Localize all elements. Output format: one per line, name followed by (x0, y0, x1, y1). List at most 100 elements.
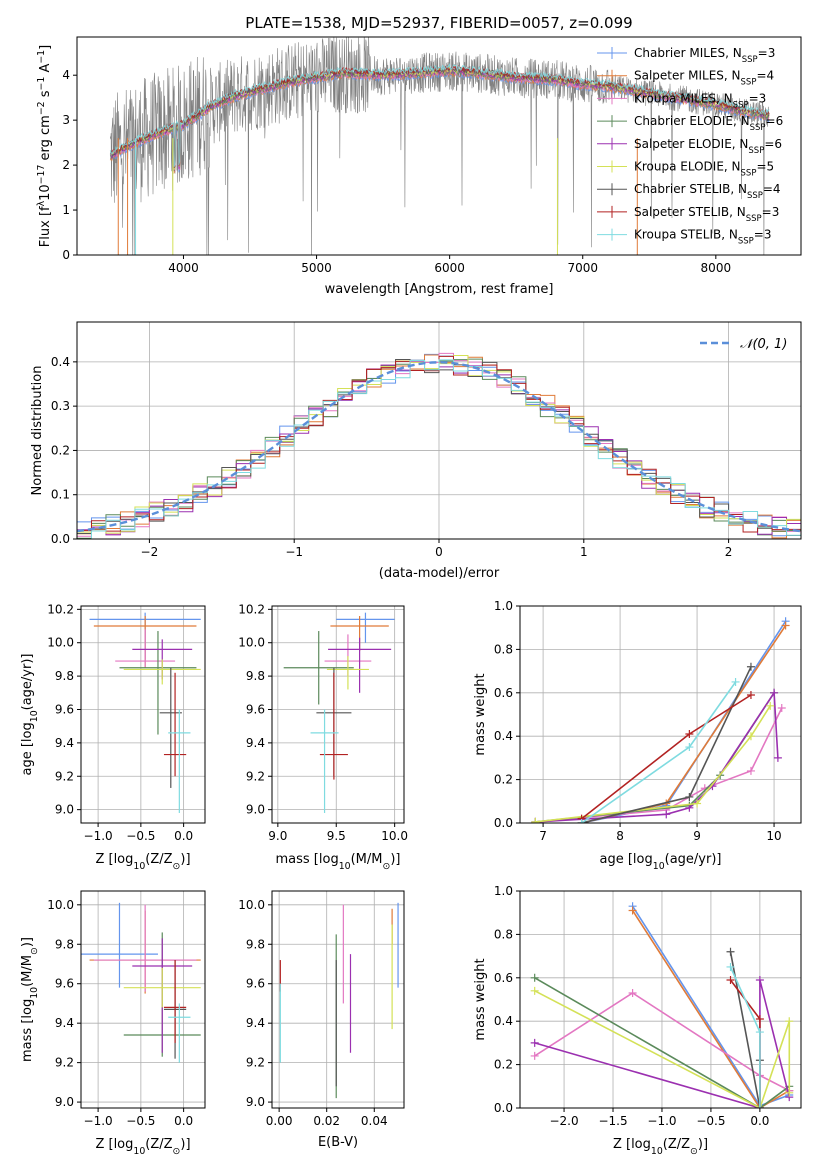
x-tick-label: −2 (141, 545, 159, 559)
x-tick-label: 8 (616, 829, 624, 843)
y-tick-label: 9.0 (55, 1095, 74, 1109)
weight-marker (530, 1038, 539, 1047)
plot-content (531, 617, 790, 823)
x-tick-label: −1.5 (598, 1114, 627, 1128)
weight-marker (726, 947, 735, 956)
weight-marker (628, 906, 637, 915)
y-tick-label: 0.8 (494, 642, 513, 656)
weight-marker (726, 975, 735, 984)
axes-frame (80, 890, 206, 1109)
x-tick-label: 9.0 (268, 829, 287, 843)
weight-marker (726, 962, 735, 971)
chart-residuals: −2 −1 0 1 2 0.0 0.1 0.2 0.3 0.4 (data-model)/error… (30, 321, 802, 581)
y-tick-label: 10.2 (238, 602, 265, 616)
weight-marker (785, 1088, 794, 1097)
plot-area (272, 606, 404, 823)
legend-entry: Salpeter ELODIE, NSSP=6 (634, 137, 782, 156)
y-tick-label: 9.2 (55, 769, 74, 783)
weight-marker (628, 988, 637, 997)
weight-marker (777, 703, 786, 712)
weight-marker (531, 817, 540, 823)
y-tick-label: 9.6 (55, 702, 74, 716)
error-bar-point-7 (163, 672, 187, 777)
axes-frame (80, 605, 206, 824)
y-axis-label: mass [log10(M/M⊙)] (20, 937, 40, 1062)
weight-marker (755, 975, 764, 984)
chart-weight_vs_age: 7 8 9 10 0.0 0.2 0.4 0.6 0.8 1.0 age [log10(age/yr… (473, 599, 802, 872)
axes-frame (519, 890, 802, 1109)
y-tick-label: 9.2 (246, 1056, 265, 1070)
weight-line-2 (534, 992, 790, 1092)
weight-marker (781, 621, 790, 630)
y-tick-label: 9.2 (55, 1056, 74, 1070)
legend-entry: Chabrier ELODIE, NSSP=6 (634, 114, 783, 133)
y-tick-label: 0.2 (494, 773, 513, 787)
x-tick-label: 8000 (701, 261, 732, 275)
y-tick-label: 0.1 (51, 488, 70, 502)
y-tick-label: 9.4 (246, 1016, 265, 1030)
weight-marker (746, 732, 755, 741)
x-tick-label: 0.0 (174, 829, 193, 843)
weight-marker (755, 1028, 764, 1037)
y-tick-label: 9.0 (246, 1095, 265, 1109)
plot-content (283, 612, 395, 813)
y-tick-label: 9.8 (246, 937, 265, 951)
x-tick-label: 0.0 (750, 1114, 769, 1128)
x-tick-label: 7000 (567, 261, 598, 275)
y-tick-label: 0.4 (51, 355, 70, 369)
y-tick-label: 10.0 (238, 898, 265, 912)
plot-content (81, 902, 201, 1063)
y-tick-label: 3 (62, 113, 70, 127)
y-tick-label: 9.6 (246, 702, 265, 716)
y-tick-label: 0.3 (51, 399, 70, 413)
x-tick-label: −2.0 (549, 1114, 578, 1128)
y-tick-label: 9.4 (55, 1016, 74, 1030)
x-tick-label: 0 (435, 545, 443, 559)
error-bar-point-4 (328, 637, 392, 693)
y-axis-label: Flux [fλ10−17 erg cm−2 s−1 A−1] (36, 45, 54, 247)
x-tick-label: 0.00 (266, 1114, 293, 1128)
y-tick-label: 0.0 (494, 816, 513, 830)
weight-line-4 (535, 690, 779, 823)
histogram-8 (77, 359, 801, 539)
weight-marker (530, 986, 539, 995)
chart-weight_vs_Z: −2.0 −1.5 −1.0 −0.5 0.0 0.0 0.2 0.4 0.6 0.8 1.0 Z [… (473, 884, 802, 1157)
x-tick-label: −1 (285, 545, 303, 559)
y-tick-label: 10.2 (47, 602, 74, 616)
y-tick-label: 2 (62, 158, 70, 172)
y-tick-label: 0.2 (51, 443, 70, 457)
weight-marker (662, 810, 671, 819)
weight-marker (755, 1015, 764, 1024)
y-tick-label: 9.8 (55, 669, 74, 683)
error-bar-point-2 (115, 629, 176, 668)
plot-area (81, 606, 205, 823)
error-bar-point-2 (93, 904, 197, 992)
y-tick-label: 10.0 (47, 898, 74, 912)
y-tick-label: 1.0 (494, 884, 513, 898)
plot-content (530, 902, 794, 1108)
axes-frame (76, 36, 802, 256)
legend-entry: 𝒩(0, 1) (740, 337, 787, 352)
y-axis-label: Normed distribution (30, 366, 45, 496)
x-axis-label: mass [log10(M/M⊙)] (276, 852, 401, 872)
weight-marker (685, 743, 694, 752)
axes-frame (271, 890, 405, 1109)
gaussian-curve (77, 361, 801, 533)
chart-age_vs_mass: 9.0 9.5 10.0 9.0 9.2 9.4 9.6 9.8 10.0 10.2 mass [l… (238, 602, 408, 871)
weight-marker (766, 701, 775, 710)
legend-entry: Kroupa ELODIE, NSSP=5 (634, 160, 774, 179)
y-tick-label: 0.6 (494, 971, 513, 985)
x-axis-label: E(B-V) (318, 1135, 358, 1150)
weight-marker (530, 973, 539, 982)
error-bar-point-6 (159, 667, 182, 788)
legend-entry: Kroupa MILES, NSSP=3 (634, 91, 766, 110)
x-tick-label: 0.02 (313, 1114, 340, 1128)
weight-marker (770, 688, 779, 697)
plot-content (89, 612, 201, 813)
y-tick-label: 9.0 (55, 803, 74, 817)
legend-entry: Chabrier MILES, NSSP=3 (634, 46, 775, 65)
chart-mass_vs_Z: −1.0 −0.5 0.0 9.0 9.2 9.4 9.6 9.8 10.0 Z [log10(Z… (20, 890, 206, 1157)
error-bar-point-8 (168, 1003, 191, 1063)
error-bar-point-8 (168, 709, 191, 813)
y-tick-label: 9.6 (55, 977, 74, 991)
